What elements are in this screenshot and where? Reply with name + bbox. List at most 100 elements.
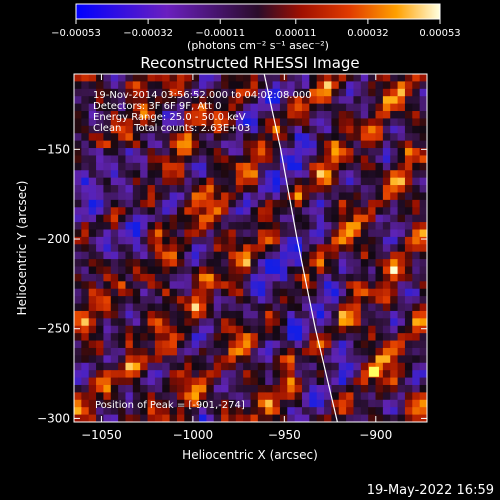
heatmap-cell <box>375 155 384 164</box>
heatmap-cell <box>147 148 156 157</box>
heatmap-cell <box>368 207 377 216</box>
heatmap-cell <box>228 244 237 253</box>
heatmap-cell <box>257 399 266 408</box>
heatmap-cell <box>404 281 413 290</box>
heatmap-cell <box>118 133 127 142</box>
x-axis-ticks: −1050 −1000 −950 −900 <box>81 74 392 442</box>
heatmap-cell <box>206 185 215 194</box>
heatmap-cell <box>206 244 215 253</box>
heatmap-cell <box>397 103 406 112</box>
heatmap-cell <box>96 296 105 305</box>
heatmap-cell <box>118 162 127 171</box>
heatmap-cell <box>272 288 281 297</box>
heatmap-cell <box>338 281 347 290</box>
heatmap-cell <box>353 273 362 282</box>
heatmap-cell <box>382 214 391 223</box>
heatmap-cell <box>74 325 82 334</box>
heatmap-cell <box>125 214 134 223</box>
heatmap-cell <box>110 325 119 334</box>
heatmap-cell <box>96 185 105 194</box>
heatmap-cell <box>279 111 288 120</box>
heatmap-cell <box>199 333 207 342</box>
heatmap-cell <box>206 111 215 120</box>
heatmap-cell <box>228 118 237 127</box>
heatmap-cell <box>279 244 288 253</box>
heatmap-cell <box>360 162 369 171</box>
heatmap-cell <box>110 229 119 238</box>
heatmap-cell <box>88 303 97 312</box>
heatmap-cell <box>147 222 156 231</box>
heatmap-cell <box>191 414 200 422</box>
heatmap-cell <box>81 296 90 305</box>
heatmap-cell <box>294 88 303 97</box>
heatmap-cell <box>162 81 171 90</box>
heatmap-cell <box>368 281 377 290</box>
heatmap-cell <box>221 251 230 260</box>
heatmap-cell <box>169 296 178 305</box>
heatmap-cell <box>228 88 237 97</box>
heatmap-cell <box>338 96 347 105</box>
heatmap-cell <box>191 125 200 134</box>
heatmap-cell <box>132 177 141 186</box>
heatmap-cell <box>279 155 288 164</box>
heatmap-cell <box>301 81 310 90</box>
heatmap-cell <box>353 318 362 327</box>
heatmap-cell <box>235 244 244 253</box>
heatmap-cell <box>346 199 355 208</box>
heatmap-cell <box>96 162 105 171</box>
heatmap-cell <box>324 214 332 223</box>
heatmap-cell <box>404 140 413 149</box>
heatmap-cell <box>338 207 347 216</box>
heatmap-cell <box>162 303 171 312</box>
heatmap-cell <box>390 103 399 112</box>
heatmap-cell <box>88 244 97 253</box>
heatmap-cell <box>382 118 391 127</box>
heatmap-cell <box>346 414 355 422</box>
heatmap-cell <box>375 273 384 282</box>
heatmap-cell <box>316 370 325 379</box>
heatmap-cell <box>206 399 215 408</box>
heatmap-cell <box>368 392 377 401</box>
heatmap-cell <box>338 303 347 312</box>
heatmap-cell <box>140 185 149 194</box>
heatmap-cell <box>419 214 427 223</box>
heatmap-cell <box>88 355 97 364</box>
heatmap-cell <box>309 88 318 97</box>
heatmap-cell <box>235 185 244 194</box>
heatmap-cell <box>250 133 259 142</box>
heatmap-cell <box>301 148 310 157</box>
heatmap-cell <box>88 347 97 356</box>
heatmap-cell <box>221 170 230 179</box>
heatmap-cell <box>147 244 156 253</box>
heatmap-cell <box>162 281 171 290</box>
heatmap-cell <box>324 407 332 416</box>
heatmap-cell <box>74 377 82 386</box>
heatmap-cell <box>382 377 391 386</box>
heatmap-cell <box>110 133 119 142</box>
heatmap-cell <box>316 192 325 201</box>
heatmap-cell <box>243 370 252 379</box>
heatmap-cell <box>419 170 427 179</box>
heatmap-cell <box>257 111 266 120</box>
heatmap-cell <box>375 362 384 371</box>
heatmap-cell <box>404 310 413 319</box>
heatmap-cell <box>103 347 112 356</box>
heatmap-cell <box>316 259 325 268</box>
heatmap-cell <box>125 414 134 422</box>
heatmap-cell <box>360 325 369 334</box>
heatmap-cell <box>96 384 105 393</box>
heatmap-cell <box>338 392 347 401</box>
heatmap-cell <box>316 407 325 416</box>
heatmap-cell <box>250 288 259 297</box>
heatmap-cell <box>228 162 237 171</box>
heatmap-cell <box>287 155 296 164</box>
heatmap-cell <box>96 325 105 334</box>
heatmap-cell <box>316 74 325 82</box>
heatmap-cell <box>294 355 303 364</box>
heatmap-cell <box>301 370 310 379</box>
heatmap-cell <box>199 111 207 120</box>
heatmap-cell <box>404 259 413 268</box>
heatmap-cell <box>176 377 185 386</box>
heatmap-cell <box>191 207 200 216</box>
heatmap-cell <box>294 148 303 157</box>
